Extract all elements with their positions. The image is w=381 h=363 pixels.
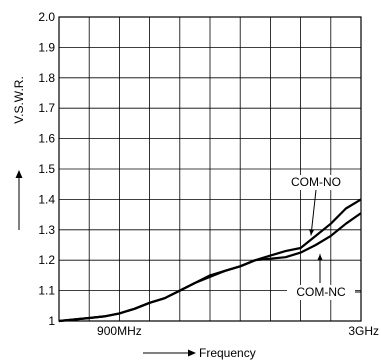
com-nc-pointer-head	[317, 254, 323, 261]
x-axis-arrow-head	[188, 349, 196, 357]
series-label-com-nc-backing	[287, 285, 355, 300]
y-tick-label: 1.1	[38, 284, 55, 298]
series-label-com-no: COM-NO	[291, 175, 341, 189]
grid-lines	[59, 17, 361, 321]
annotations: COM-NO COM-NC	[282, 175, 361, 300]
com-no-pointer-head	[309, 229, 315, 236]
y-tick-label: 1.7	[38, 101, 55, 115]
series-label-com-nc: COM-NC	[296, 285, 346, 299]
series-label-com-no-backing	[282, 175, 350, 190]
series-lines	[58, 198, 362, 323]
y-axis-arrow-head	[15, 170, 23, 178]
x-tick-label: 3GHz	[348, 324, 379, 338]
y-axis-title: V.S.W.R.	[12, 76, 26, 124]
y-tick-label: 1.4	[38, 192, 55, 206]
x-tick-labels: 900MHz 3GHz	[97, 324, 379, 338]
com-no-pointer-line	[310, 189, 317, 236]
y-tick-label: 1.3	[38, 223, 55, 237]
series-line-com-nc	[58, 212, 362, 323]
y-axis-title-group: V.S.W.R.	[12, 76, 26, 230]
x-tick-label: 900MHz	[97, 324, 142, 338]
y-tick-labels: 1 1.1 1.2 1.3 1.4 1.5 1.6 1.7 1.8 1.9 2.0	[38, 10, 55, 328]
plot-frame	[58, 16, 362, 322]
x-axis-title-group: Frequency	[143, 346, 256, 360]
y-tick-label: 1	[48, 314, 55, 328]
y-tick-label: 1.6	[38, 132, 55, 146]
y-tick-label: 1.8	[38, 71, 55, 85]
y-tick-label: 1.2	[38, 253, 55, 267]
y-tick-label: 1.9	[38, 40, 55, 54]
y-tick-label: 1.5	[38, 162, 55, 176]
y-tick-label: 2.0	[38, 10, 55, 24]
x-axis-title: Frequency	[199, 346, 256, 360]
